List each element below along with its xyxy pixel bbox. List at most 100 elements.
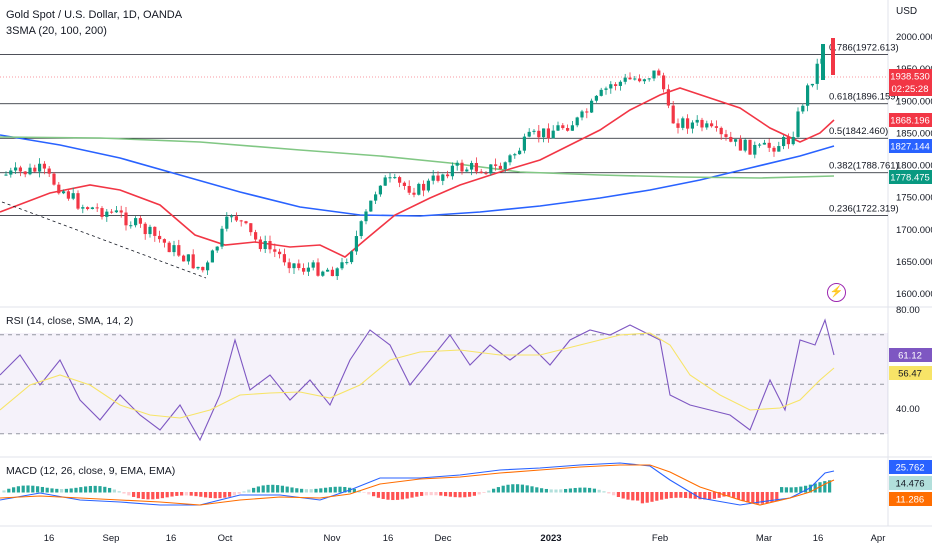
candle bbox=[23, 171, 27, 178]
rsi-label[interactable]: RSI (14, close, SMA, 14, 2) bbox=[6, 315, 134, 327]
candle-body bbox=[364, 211, 368, 222]
candle-body bbox=[652, 70, 656, 79]
macd-tag-text: 25.762 bbox=[895, 463, 924, 474]
candle bbox=[474, 157, 478, 175]
macd-histogram-bar bbox=[621, 492, 625, 499]
candle bbox=[292, 262, 296, 274]
macd-histogram-bar bbox=[684, 492, 688, 498]
candle bbox=[388, 172, 392, 183]
candle-body bbox=[167, 242, 171, 253]
candle-body bbox=[642, 79, 646, 82]
candle-body bbox=[609, 84, 613, 89]
candle bbox=[76, 190, 80, 211]
macd-histogram-bar bbox=[7, 488, 11, 493]
chart-title: Gold Spot / U.S. Dollar, 1D, OANDA bbox=[6, 9, 183, 21]
candle-body bbox=[710, 123, 714, 127]
macd-histogram-bar bbox=[472, 492, 476, 496]
macd-histogram-bar bbox=[496, 487, 500, 493]
price-tick-label: 1600.000 bbox=[896, 289, 932, 300]
candle bbox=[508, 153, 512, 166]
candle-body bbox=[47, 168, 51, 174]
macd-histogram-bar bbox=[132, 492, 136, 497]
macd-label[interactable]: MACD (12, 26, close, 9, EMA, EMA) bbox=[6, 465, 176, 477]
candle-body bbox=[52, 173, 56, 185]
candle-body bbox=[566, 128, 570, 131]
candle-body bbox=[326, 269, 330, 272]
macd-histogram-bar bbox=[266, 484, 270, 493]
macd-histogram-bar bbox=[578, 487, 582, 493]
candle-body bbox=[671, 105, 675, 124]
candle-body bbox=[657, 70, 661, 76]
candle-body bbox=[436, 175, 440, 181]
macd-histogram-bar bbox=[588, 487, 592, 493]
macd-histogram-bar bbox=[79, 487, 83, 493]
candle-body bbox=[518, 150, 522, 155]
candle bbox=[734, 139, 738, 147]
candle bbox=[162, 238, 166, 248]
candle-body bbox=[148, 226, 152, 235]
macd-histogram-bar bbox=[544, 488, 548, 493]
macd-histogram-bar bbox=[127, 492, 131, 496]
candle bbox=[546, 123, 550, 143]
candle-body bbox=[311, 262, 315, 268]
candle bbox=[71, 187, 75, 201]
candle-body bbox=[575, 117, 579, 126]
candle bbox=[772, 146, 776, 157]
macd-histogram-bar bbox=[655, 492, 659, 501]
macd-histogram-bar bbox=[794, 487, 798, 493]
candle-body bbox=[743, 139, 747, 151]
candle bbox=[700, 117, 704, 132]
candle-body bbox=[28, 167, 32, 175]
candle-body bbox=[791, 136, 795, 145]
macd-histogram-bar bbox=[21, 485, 25, 493]
macd-histogram-bar bbox=[828, 480, 832, 493]
price-tick-label: 1800.000 bbox=[896, 161, 932, 172]
candle bbox=[743, 138, 747, 153]
macd-histogram-bar bbox=[122, 492, 126, 494]
macd-histogram-bar bbox=[712, 492, 716, 499]
candle bbox=[42, 161, 46, 175]
macd-histogram-bar bbox=[333, 486, 337, 493]
candle bbox=[90, 206, 94, 210]
macd-histogram-bar bbox=[213, 492, 217, 499]
macd-histogram-bar bbox=[184, 492, 188, 496]
candle-body bbox=[95, 207, 99, 209]
candle-body bbox=[705, 123, 709, 128]
time-tick-label: 16 bbox=[166, 533, 177, 544]
rsi-ma-line bbox=[0, 332, 835, 419]
candle bbox=[143, 222, 147, 240]
candle-body bbox=[599, 89, 603, 96]
sma200-tag-bg bbox=[889, 170, 932, 184]
candle bbox=[503, 161, 507, 173]
candle bbox=[551, 125, 555, 139]
candle bbox=[273, 243, 277, 258]
time-tick-label: Feb bbox=[652, 533, 668, 544]
candle-body bbox=[114, 210, 118, 213]
rsi-tag: 61.12 bbox=[889, 348, 932, 362]
macd-histogram-bar bbox=[280, 485, 284, 493]
candle-body bbox=[522, 136, 526, 151]
candle bbox=[446, 170, 450, 179]
macd-histogram-bar bbox=[511, 484, 515, 493]
candle-body bbox=[662, 75, 666, 90]
fib-level-label: 0.786(1972.613) bbox=[829, 43, 899, 54]
candle-body bbox=[647, 78, 651, 80]
candle bbox=[527, 128, 531, 138]
lightning-icon[interactable]: ⚡ bbox=[827, 283, 846, 302]
candle bbox=[206, 260, 210, 276]
candle bbox=[321, 270, 325, 277]
sma-indicator-label[interactable]: 3SMA (20, 100, 200) bbox=[6, 25, 107, 37]
macd-histogram-bar bbox=[597, 489, 601, 493]
candle bbox=[210, 249, 214, 263]
macd-histogram-bar bbox=[319, 488, 323, 493]
candle bbox=[417, 182, 421, 196]
candle bbox=[359, 220, 363, 239]
candle bbox=[340, 257, 344, 271]
candle bbox=[383, 175, 387, 186]
candle-body bbox=[628, 77, 632, 80]
candle-body bbox=[124, 212, 128, 226]
candle bbox=[196, 266, 200, 270]
sma20-tag: 1868.196 bbox=[889, 113, 932, 127]
macd-histogram-bar bbox=[276, 485, 280, 493]
